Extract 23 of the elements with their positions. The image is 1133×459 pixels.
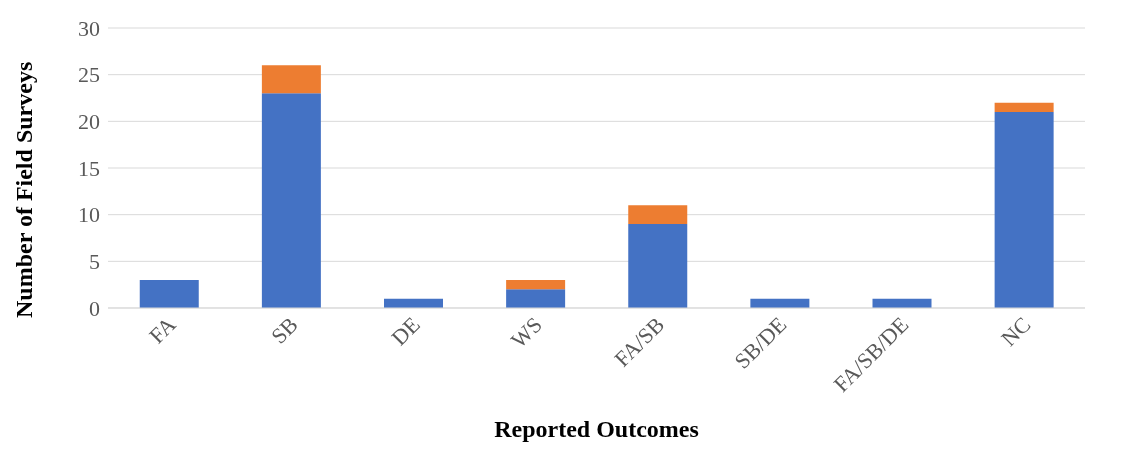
y-tick-label: 5 bbox=[89, 249, 100, 275]
x-tick-label: SB bbox=[266, 311, 303, 349]
x-axis-title: Reported Outcomes bbox=[493, 416, 700, 443]
x-tick-label: FA bbox=[144, 311, 181, 349]
y-tick-label: 0 bbox=[89, 295, 100, 321]
x-tick-label: DE bbox=[386, 311, 425, 351]
bar bbox=[506, 280, 566, 290]
bar bbox=[628, 205, 688, 224]
x-tick-label: NC bbox=[996, 311, 1036, 352]
bar bbox=[261, 93, 321, 308]
bar bbox=[628, 224, 688, 308]
bar bbox=[261, 65, 321, 94]
x-tick-label: WS bbox=[505, 311, 547, 353]
y-tick-label: 10 bbox=[78, 202, 100, 228]
y-tick-label: 20 bbox=[78, 109, 100, 135]
y-tick-label: 30 bbox=[78, 15, 100, 41]
bar bbox=[506, 289, 566, 308]
y-tick-label: 25 bbox=[78, 62, 100, 88]
bar bbox=[139, 280, 199, 308]
y-tick-label: 15 bbox=[78, 155, 100, 181]
bar bbox=[994, 112, 1054, 308]
bar bbox=[994, 102, 1054, 112]
y-axis-title: Number of Field Surveys bbox=[10, 61, 37, 318]
